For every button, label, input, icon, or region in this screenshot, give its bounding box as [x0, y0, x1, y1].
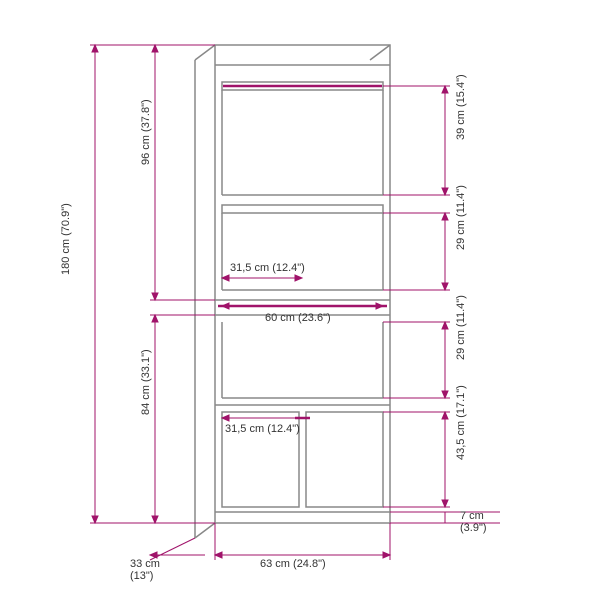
dim-door: 43,5 cm (17.1"): [455, 385, 467, 460]
dim-shelf1: 39 cm (15.4"): [455, 74, 467, 140]
dim-total-height: 180 cm (70.9"): [60, 203, 72, 275]
dim-upper-height: 96 cm (37.8"): [140, 99, 152, 165]
dim-handle2: 31,5 cm (12.4"): [225, 423, 300, 435]
dimension-diagram: 180 cm (70.9") 96 cm (37.8") 84 cm (33.1…: [0, 0, 600, 600]
dim-depth: 33 cm(13"): [130, 558, 160, 582]
dim-shelf2: 29 cm (11.4"): [455, 185, 467, 250]
cabinet-drawing: [0, 0, 600, 600]
dim-width: 63 cm (24.8"): [260, 558, 326, 570]
dim-handle1: 31,5 cm (12.4"): [230, 262, 305, 274]
dim-shelf3: 29 cm (11.4"): [455, 295, 467, 360]
dim-base: 7 cm(3.9"): [460, 510, 487, 534]
dim-inner-width: 60 cm (23.6"): [265, 312, 331, 324]
dim-lower-height: 84 cm (33.1"): [140, 349, 152, 415]
